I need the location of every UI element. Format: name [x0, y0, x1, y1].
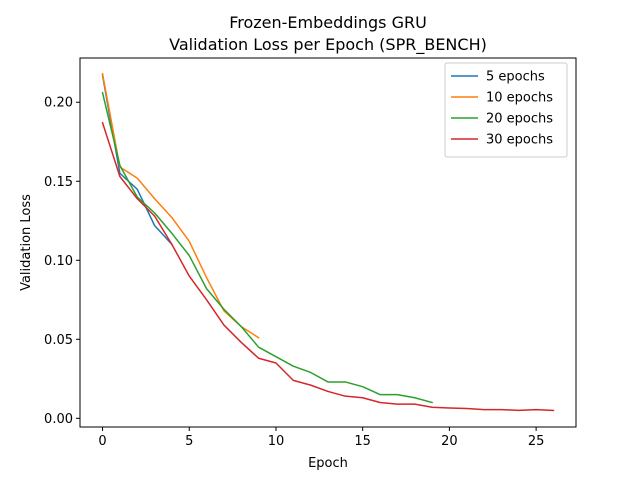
x-axis-ticks: 0 5 10 15 20 25 [98, 427, 544, 449]
legend-box [444, 62, 568, 158]
chart-title: Frozen-Embeddings GRU [229, 13, 427, 32]
x-tick-label: 5 [185, 434, 193, 449]
legend-entry-label: 30 epochs [486, 133, 553, 148]
y-tick-label: 0.20 [44, 96, 73, 111]
y-tick-label: 0.00 [44, 412, 73, 427]
legend-entry-label: 20 epochs [486, 112, 553, 127]
y-tick-label: 0.10 [44, 254, 73, 269]
series-layer [101, 72, 555, 412]
y-tick-label: 0.15 [44, 175, 73, 190]
x-tick-label: 10 [268, 434, 285, 449]
legend-entry-label: 5 epochs [486, 70, 545, 85]
chart-subtitle: Validation Loss per Epoch (SPR_BENCH) [169, 35, 487, 55]
x-tick-label: 0 [98, 434, 106, 449]
y-tick-label: 0.05 [44, 333, 73, 348]
y-axis-ticks: 0.00 0.05 0.10 0.15 0.20 [44, 96, 80, 427]
series-line-3 [101, 91, 433, 404]
x-tick-label: 25 [528, 434, 545, 449]
x-axis-label: Epoch [308, 456, 348, 471]
plot-frame [79, 57, 577, 428]
series-line-4 [101, 121, 555, 412]
x-tick-label: 20 [441, 434, 458, 449]
legend: 5 epochs 10 epochs 20 epochs 30 epochs [444, 62, 568, 158]
x-tick-label: 15 [354, 434, 371, 449]
y-axis-label: Validation Loss [19, 194, 34, 291]
legend-entry-label: 10 epochs [486, 91, 553, 106]
